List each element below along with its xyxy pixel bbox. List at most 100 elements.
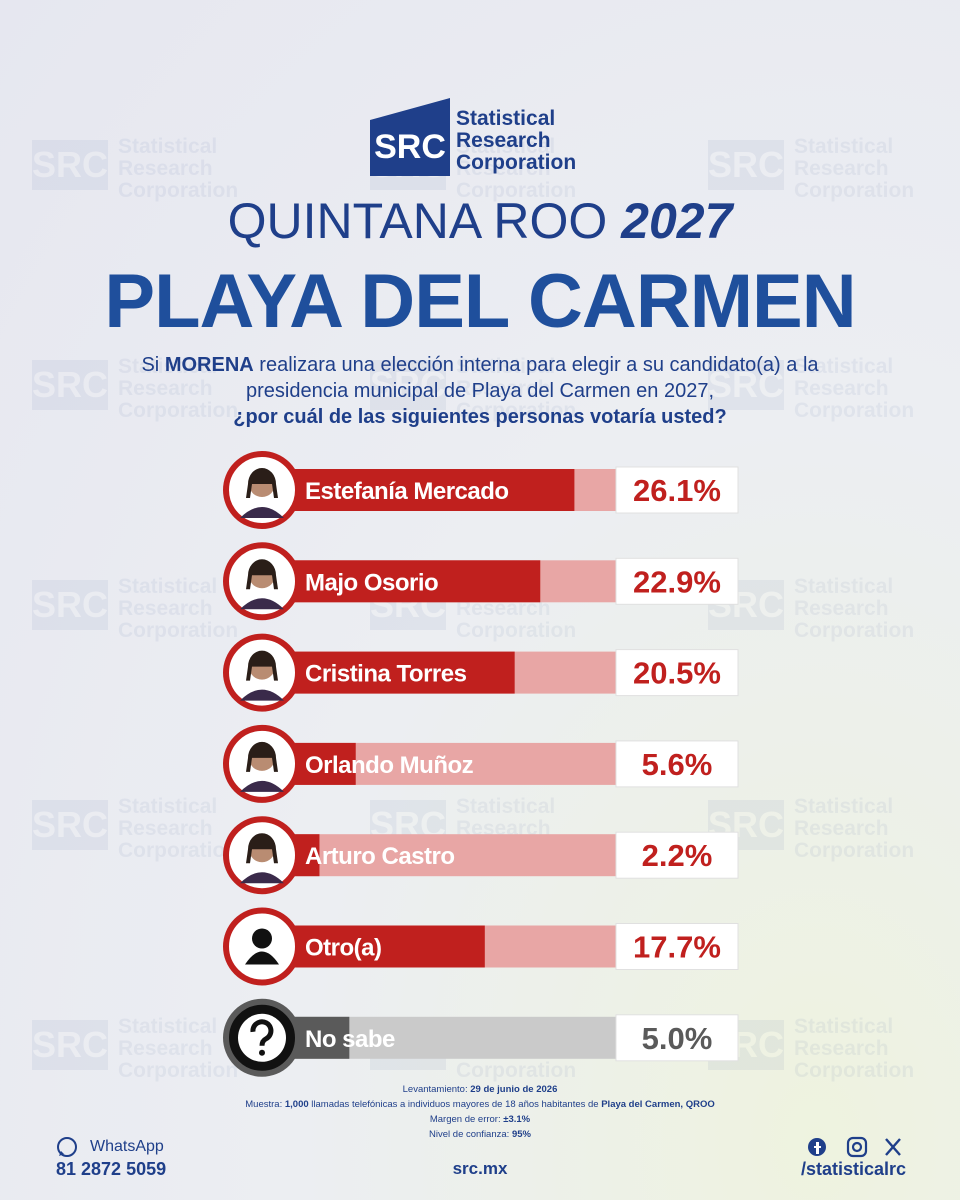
watermark-text: Statistical [794,1015,894,1038]
watermark-text: Corporation [794,839,915,862]
note-part: Playa del Carmen, QROO [601,1099,715,1110]
note-line: Levantamiento: 29 de junio de 2026 [0,1082,960,1097]
watermark-text: Statistical [456,795,556,818]
watermark-text: Research [794,817,889,840]
social-icons [808,1136,901,1158]
avatar-body [240,598,284,610]
logo-line: Research [456,129,551,152]
note-part: 95% [511,1129,531,1140]
question-intro: Si MORENA realizara una elección interna… [130,352,830,404]
value-box [615,1014,739,1062]
watermark-text: Research [118,157,213,180]
category-label: Otro(a) [305,935,382,962]
watermark-mark: SRC [708,580,784,630]
bar [296,469,575,511]
watermark-mark: SRC [32,1020,108,1070]
note-line: Muestra: 1,000 llamadas telefónicas a in… [0,1097,960,1112]
watermark-text: Corporation [456,619,577,642]
value-box [615,557,739,605]
category-label: Orlando Muñoz [305,752,474,779]
watermark-text: Corporation [456,399,577,422]
heading-city: PLAYA DEL CARMEN [104,259,856,344]
watermark-mark: SRC [708,140,784,190]
watermark-text: Statistical [118,135,218,158]
watermark-text: Corporation [794,179,915,202]
logo-line: Corporation [456,151,577,174]
watermark-text: Corporation [456,179,577,202]
avatar-body [240,780,284,792]
watermark-text: Corporation [118,399,239,422]
avatar-hair [246,833,278,864]
category-label: No sabe [305,1026,395,1053]
bar [296,925,485,968]
watermark-mark: SRC [32,800,108,850]
note-part: 29 de junio de 2026 [470,1084,558,1095]
watermark-text: Corporation [456,1059,577,1082]
watermark-text: Corporation [794,1059,915,1082]
category-label: Estefanía Mercado [305,478,509,505]
watermark-mark: SRC [708,800,784,850]
watermark-mark: SRC [370,360,446,410]
watermark-text: Research [118,377,213,400]
bar [296,834,320,877]
watermark-text: Research [118,597,213,620]
avatar-hair [246,741,278,772]
avatar-inner [238,1013,286,1062]
category-label: Arturo Castro [305,843,455,870]
value-box [615,649,739,697]
note-part: Levantamiento: [402,1084,468,1095]
avatar-body [240,689,284,701]
bar [296,1016,350,1059]
watermark-text: Statistical [794,575,894,598]
watermark-text: Statistical [118,575,218,598]
category-label: Cristina Torres [305,661,467,688]
watermark-text: Statistical [794,355,894,378]
avatar-body [245,951,279,965]
notes: Levantamiento: 29 de junio de 2026 Muestr… [0,1082,960,1142]
note-part: Muestra: [245,1099,283,1110]
value-label: 26.1% [633,473,721,508]
watermark-text: Statistical [118,1015,218,1038]
logo-text: Statistical Research Corporation [456,108,576,174]
value-box [615,831,739,879]
question-ask: ¿por cuál de las siguientes personas vot… [233,406,727,428]
note-part: Nivel de confianza: [429,1129,510,1140]
watermark-text: Corporation [118,179,239,202]
bar [296,742,356,785]
value-box [615,923,739,970]
value-label: 2.2% [642,838,713,873]
bar [296,560,541,603]
note-part: Margen de error: [429,1114,501,1125]
logo-mark: SRC [370,98,450,176]
category-label: Majo Osorio [305,569,438,596]
watermark-text: Research [118,817,213,840]
watermark-text: Research [794,1037,889,1060]
note-line: Margen de error: ±3.1% [0,1112,960,1127]
note-part: ±3.1% [503,1114,531,1125]
bar [296,651,515,694]
watermark-text: Corporation [118,619,239,642]
note-part: llamadas telefónicas a individuos mayore… [311,1099,599,1110]
watermark-mark: SRC [32,140,108,190]
watermark-text: Statistical [118,355,218,378]
value-box [615,466,739,514]
watermark-mark: SRC [32,360,108,410]
logo-mark-text: SRC [374,128,446,166]
watermark-text: Research [794,377,889,400]
value-label: 20.5% [633,656,721,691]
watermark-text: Statistical [794,795,894,818]
question-part: realizara una elección interna para eleg… [245,354,819,402]
avatar-hair [246,468,278,498]
avatar-body [240,872,284,884]
handle: /statisticalrc [800,1159,906,1179]
heading-region-line: QUINTANA ROO 2027 [0,192,960,250]
value-label: 22.9% [633,564,721,599]
avatar-head [252,928,272,949]
